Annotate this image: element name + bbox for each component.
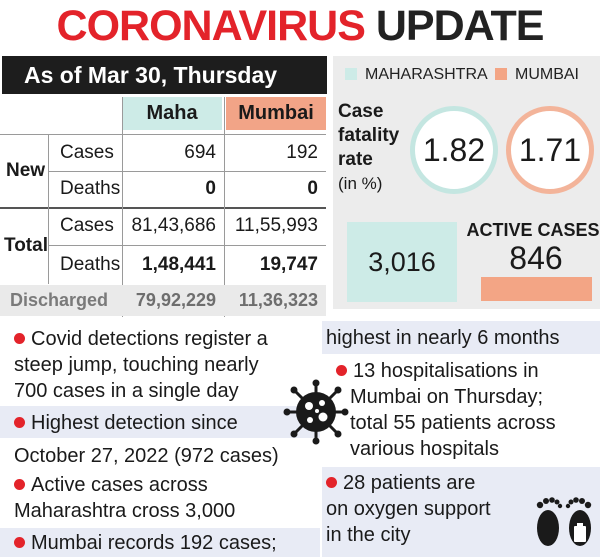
active-cases-title: ACTIVE CASES	[466, 220, 600, 240]
table-divider	[122, 97, 123, 317]
legend-mumbai: MUMBAI	[495, 66, 579, 84]
new-deaths-mumbai: 0	[307, 178, 318, 199]
bullet-dot	[326, 477, 337, 488]
virus-icon	[283, 379, 349, 445]
total-cases-maha: 81,43,686	[131, 215, 216, 236]
new-cases-maha: 694	[184, 142, 216, 163]
active-cases-mumbai-bar	[481, 277, 592, 301]
case-fatality-rate-label: Case fatality rate (in %)	[338, 100, 399, 196]
legend-swatch-teal	[345, 68, 357, 80]
bullet-line: Highest detection since	[31, 412, 238, 434]
discharged-maha: 79,92,229	[135, 290, 216, 310]
discharged-row	[0, 285, 326, 316]
new-cases-mumbai: 192	[286, 142, 318, 163]
bullet-line: 13 hospitalisations in	[353, 360, 539, 382]
bullet-band	[0, 406, 320, 438]
bullet-dot	[14, 417, 25, 428]
cfr-mumbai-ring: 1.71	[506, 106, 594, 194]
row-sublabel-deaths: Deaths	[60, 178, 121, 199]
active-cases-mumbai: 846	[509, 240, 563, 276]
bullet-dot	[14, 537, 25, 548]
bullet-mumbai-records: Mumbai records 192 cases;	[14, 530, 277, 556]
bullet-line: in the city	[326, 524, 411, 546]
cfr-maha-ring: 1.82	[410, 106, 498, 194]
column-header-mumbai: Mumbai	[226, 97, 326, 130]
bullet-line: Active cases across	[31, 474, 208, 496]
row-sublabel-cases: Cases	[60, 215, 114, 236]
row-sublabel-cases: Cases	[60, 142, 114, 163]
total-deaths-mumbai: 19,747	[259, 254, 318, 275]
bullet-line: Mumbai on Thursday;	[350, 386, 544, 408]
bullet-line: October 27, 2022 (972 cases)	[14, 445, 279, 467]
bullet-line: Mumbai records 192 cases;	[31, 532, 277, 554]
total-cases-mumbai: 11,55,993	[234, 215, 318, 236]
bullet-line: steep jump, touching nearly	[14, 354, 259, 376]
legend-label: MAHARASHTRA	[365, 66, 488, 83]
bullet-line: various hospitals	[350, 438, 499, 460]
cfr-line: Case	[338, 101, 384, 122]
bullet-oxygen-support: 28 patients are on oxygen support in the…	[326, 470, 491, 548]
table-divider	[0, 207, 326, 209]
table-divider	[48, 171, 326, 172]
bullet-line: Covid detections register a	[31, 328, 268, 350]
legend-swatch-salmon	[495, 68, 507, 80]
bullet-line: total 55 patients across	[350, 412, 556, 434]
bullet-mumbai-records-cont: highest in nearly 6 months	[326, 327, 560, 349]
cfr-line: rate	[338, 149, 373, 170]
bullet-band	[0, 528, 320, 557]
row-label-new: New	[6, 160, 46, 181]
total-deaths-maha: 1,48,441	[142, 254, 216, 275]
table-divider	[48, 134, 49, 284]
bullet-active-cases: Active cases across Maharashtra cross 3,…	[14, 472, 235, 524]
bullet-line: on oxygen support	[326, 498, 491, 520]
row-sublabel-deaths: Deaths	[60, 254, 121, 275]
column-header-maha: Maha	[122, 97, 222, 130]
footprints-icon	[536, 497, 592, 546]
bullet-line: 28 patients are	[343, 472, 476, 494]
cfr-line: fatality	[338, 125, 400, 146]
legend-label: MUMBAI	[515, 66, 579, 83]
discharged-mumbai: 11,36,323	[238, 290, 318, 310]
bullet-dot	[14, 479, 25, 490]
bullet-dot	[14, 333, 25, 344]
as-of-banner: As of Mar 30, Thursday	[2, 56, 327, 94]
bullet-detections: Covid detections register a steep jump, …	[14, 326, 268, 404]
bullet-line: Maharashtra cross 3,000	[14, 500, 236, 522]
bullet-highest-detection: Highest detection since October 27, 2022…	[14, 410, 279, 469]
table-divider	[48, 245, 326, 246]
headline: CORONAVIRUS UPDATE	[0, 0, 600, 52]
row-label-discharged: Discharged	[10, 290, 109, 310]
table-divider	[0, 134, 326, 135]
headline-part2: UPDATE	[375, 2, 545, 50]
new-deaths-maha: 0	[205, 178, 216, 199]
headline-part1: CORONAVIRUS	[56, 2, 366, 50]
cfr-unit: (in %)	[338, 174, 383, 193]
legend-maharashtra: MAHARASHTRA	[345, 66, 488, 84]
bullet-band	[322, 321, 600, 354]
bullet-hospitalisations: 13 hospitalisations in Mumbai on Thursda…	[336, 358, 556, 462]
bullet-line: 700 cases in a single day	[14, 380, 239, 402]
active-cases-maha: 3,016	[347, 222, 457, 302]
bullet-dot	[336, 365, 347, 376]
row-label-total: Total	[4, 235, 48, 256]
table-divider	[224, 97, 225, 317]
